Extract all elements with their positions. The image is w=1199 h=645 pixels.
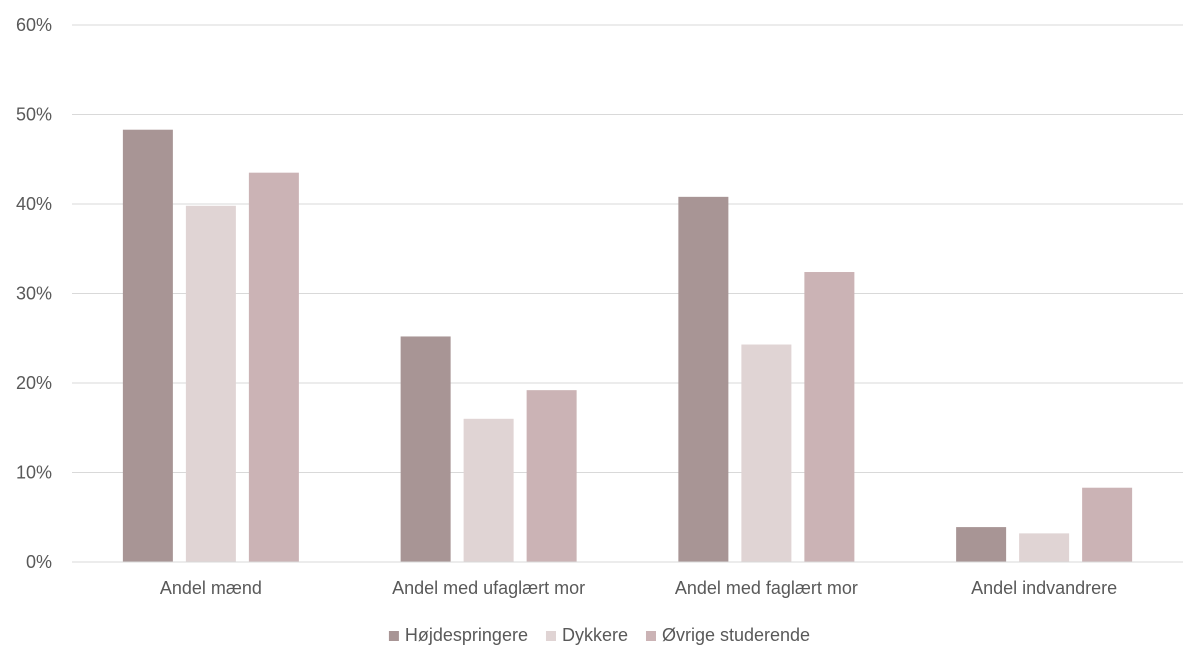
legend: Højdespringere Dykkere Øvrige studerende — [388, 625, 810, 645]
bar-oevrige-studerende — [804, 272, 855, 562]
x-axis-category-labels: Andel mænd Andel med ufaglært mor Andel me… — [160, 578, 1117, 598]
legend-swatch — [388, 631, 399, 641]
legend-label: Øvrige studerende — [662, 625, 810, 645]
bar-hoejdespringere — [956, 527, 1007, 562]
bar-oevrige-studerende — [248, 172, 299, 563]
gridlines — [72, 24, 1183, 473]
x-category-label: Andel mænd — [160, 578, 262, 598]
legend-swatch — [645, 631, 656, 641]
legend-label: Dykkere — [562, 625, 628, 645]
x-category-label: Andel med faglært mor — [675, 578, 858, 598]
bar-oevrige-studerende — [526, 390, 577, 562]
bar-dykkere — [1019, 533, 1070, 562]
legend-label: Højdespringere — [405, 625, 528, 645]
bars — [122, 129, 1133, 563]
y-tick-label: 30% — [16, 284, 52, 304]
bar-dykkere — [185, 205, 236, 563]
y-tick-label: 40% — [16, 194, 52, 214]
bar-hoejdespringere — [678, 196, 729, 562]
y-tick-label: 60% — [16, 15, 52, 35]
x-category-label: Andel indvandrere — [971, 578, 1117, 598]
bar-dykkere — [463, 418, 514, 562]
x-category-label: Andel med ufaglært mor — [392, 578, 585, 598]
bar-hoejdespringere — [400, 336, 451, 562]
y-tick-label: 20% — [16, 373, 52, 393]
legend-swatch — [545, 631, 556, 641]
y-tick-label: 0% — [26, 552, 52, 572]
bar-hoejdespringere — [122, 129, 173, 562]
bar-dykkere — [741, 344, 792, 562]
y-axis-tick-labels: 0% 10% 20% 30% 40% 50% 60% — [16, 15, 52, 572]
y-tick-label: 50% — [16, 105, 52, 125]
y-tick-label: 10% — [16, 463, 52, 483]
bar-oevrige-studerende — [1082, 487, 1133, 562]
